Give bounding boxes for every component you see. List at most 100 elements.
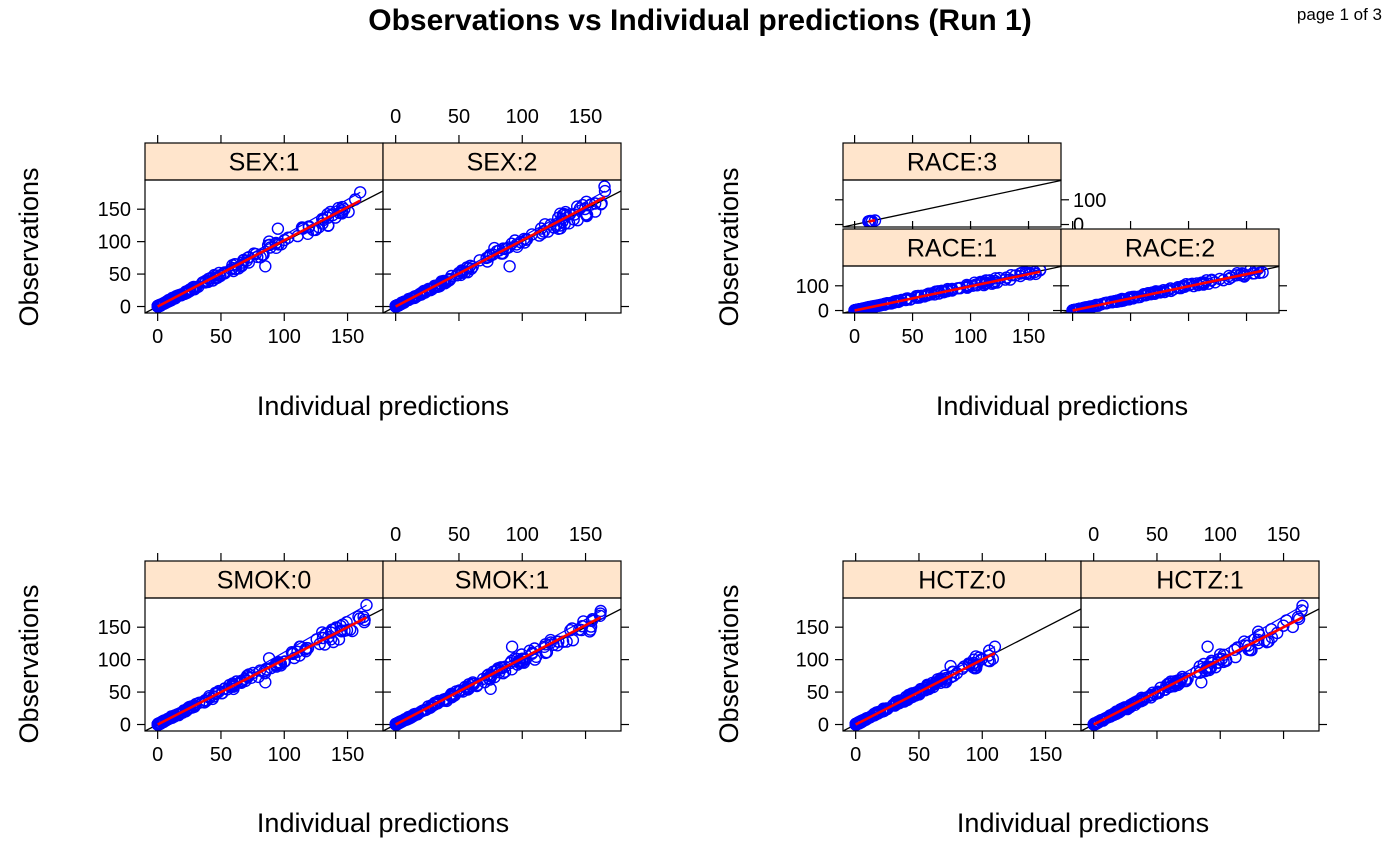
y-tick-label: 100 xyxy=(1073,190,1106,212)
data-point xyxy=(486,248,500,261)
x-axis-label: Individual predictions xyxy=(957,808,1209,838)
panel-content xyxy=(383,180,621,313)
panel-strip-label: RACE:3 xyxy=(907,149,997,177)
data-point xyxy=(1296,599,1309,612)
x-tick-label: 50 xyxy=(448,524,470,546)
data-point xyxy=(566,634,580,647)
panel: RACE:1 0 50 100 150 0 100 xyxy=(796,221,1069,348)
data-point xyxy=(360,598,373,612)
panel-strip-label: SEX:2 xyxy=(467,149,538,177)
x-tick-label: 0 xyxy=(850,744,861,766)
smooth-line xyxy=(1072,269,1263,312)
smooth-line xyxy=(854,270,1041,312)
panel: HCTZ:1 0 50 100 150 xyxy=(1073,524,1327,739)
plot-area: SEX:1 0 50 100 150 0 50 100 150 SEX:2 0 50 100 150 Ind… xyxy=(14,106,1327,838)
y-axis-label: Observations xyxy=(714,584,744,743)
data-point xyxy=(525,228,539,241)
x-tick-label: 0 xyxy=(152,326,163,348)
data-point xyxy=(1292,612,1306,626)
panel-strip-label: RACE:2 xyxy=(1125,235,1215,263)
data-point xyxy=(209,687,222,701)
panel-frame xyxy=(382,179,622,314)
data-point xyxy=(544,636,557,649)
panel: SMOK:0 0 50 100 150 0 50 100 150 xyxy=(98,553,391,766)
x-tick-label: 0 xyxy=(152,744,163,766)
panel-content xyxy=(1081,599,1319,731)
smooth-line xyxy=(1093,616,1304,726)
panel: HCTZ:0 0 50 100 150 0 50 100 150 xyxy=(796,553,1089,766)
data-point xyxy=(282,231,295,244)
data-point xyxy=(1201,640,1214,653)
x-tick-label: 100 xyxy=(268,744,301,766)
panel-strip-label: SMOK:1 xyxy=(455,567,549,595)
data-point xyxy=(259,676,272,689)
data-point xyxy=(1291,610,1305,624)
data-point xyxy=(301,642,315,655)
data-point xyxy=(982,649,995,662)
chart-group: HCTZ:0 0 50 100 150 0 50 100 150 HCTZ:1 0 50 100 150 I… xyxy=(714,524,1327,838)
x-tick-label: 100 xyxy=(506,524,539,546)
x-tick-label: 50 xyxy=(210,326,232,348)
x-tick-label: 100 xyxy=(268,326,301,348)
identity-line xyxy=(843,180,1061,227)
y-tick-label: 100 xyxy=(98,650,131,672)
x-tick-label: 100 xyxy=(506,106,539,128)
y-tick-label: 50 xyxy=(109,264,131,286)
x-tick-label: 50 xyxy=(1146,524,1168,546)
x-tick-label: 100 xyxy=(1204,524,1237,546)
data-point xyxy=(1195,676,1208,689)
panel-strip xyxy=(842,560,1082,599)
smooth-line xyxy=(157,616,368,726)
data-point xyxy=(502,241,515,254)
chart-group: RACE:3 0 100 RACE:1 0 50 100 150 0 100 RACE:2 Indiv… xyxy=(714,135,1287,421)
panel-strip xyxy=(382,560,622,599)
data-point xyxy=(445,269,458,283)
x-tick-label: 50 xyxy=(908,744,930,766)
panel-content xyxy=(1061,266,1279,313)
data-point xyxy=(322,219,335,232)
x-tick-label: 100 xyxy=(966,744,999,766)
data-point xyxy=(1295,604,1308,617)
y-tick-label: 0 xyxy=(120,297,131,319)
y-axis-label: Observations xyxy=(14,167,44,326)
chart-group: SEX:1 0 50 100 150 0 50 100 150 SEX:2 0 50 100 150 Ind… xyxy=(14,106,629,421)
x-tick-label: 100 xyxy=(954,326,987,348)
x-tick-label: 50 xyxy=(210,744,232,766)
y-tick-label: 100 xyxy=(796,650,829,672)
data-point xyxy=(466,260,479,273)
y-tick-label: 50 xyxy=(109,682,131,704)
panel-frame xyxy=(382,597,622,732)
x-axis-label: Individual predictions xyxy=(257,391,509,421)
data-point xyxy=(505,640,519,653)
chart-group: SMOK:0 0 50 100 150 0 50 100 150 SMOK:1 0 50 100 150 I… xyxy=(14,524,629,838)
smooth-line xyxy=(868,218,876,223)
panel-content xyxy=(383,604,621,731)
data-point xyxy=(271,222,285,235)
panel-strip xyxy=(144,560,384,599)
panel-frame xyxy=(842,179,1062,228)
smooth-line xyxy=(395,616,602,726)
data-point xyxy=(503,260,516,273)
panel-strip xyxy=(1060,228,1280,267)
data-point xyxy=(484,682,497,695)
data-point xyxy=(259,260,272,273)
smooth-line xyxy=(395,195,606,308)
panel-frame xyxy=(1060,265,1280,314)
y-tick-label: 150 xyxy=(98,199,131,221)
data-point xyxy=(580,208,594,222)
y-tick-label: 0 xyxy=(818,715,829,737)
panel: SMOK:1 0 50 100 150 xyxy=(375,524,629,739)
data-point xyxy=(598,180,611,193)
y-tick-label: 0 xyxy=(1073,215,1084,237)
data-point xyxy=(594,604,607,618)
x-tick-label: 0 xyxy=(390,106,401,128)
x-tick-label: 0 xyxy=(390,524,401,546)
panel-strip-label: SMOK:0 xyxy=(217,567,311,595)
panel: SEX:2 0 50 100 150 xyxy=(375,106,629,321)
smooth-line xyxy=(157,199,361,308)
panel-frame xyxy=(1080,597,1320,732)
data-point xyxy=(1230,267,1244,280)
x-tick-label: 150 xyxy=(1267,524,1300,546)
x-tick-label: 150 xyxy=(331,326,364,348)
panel-strip-label: SEX:1 xyxy=(229,149,300,177)
